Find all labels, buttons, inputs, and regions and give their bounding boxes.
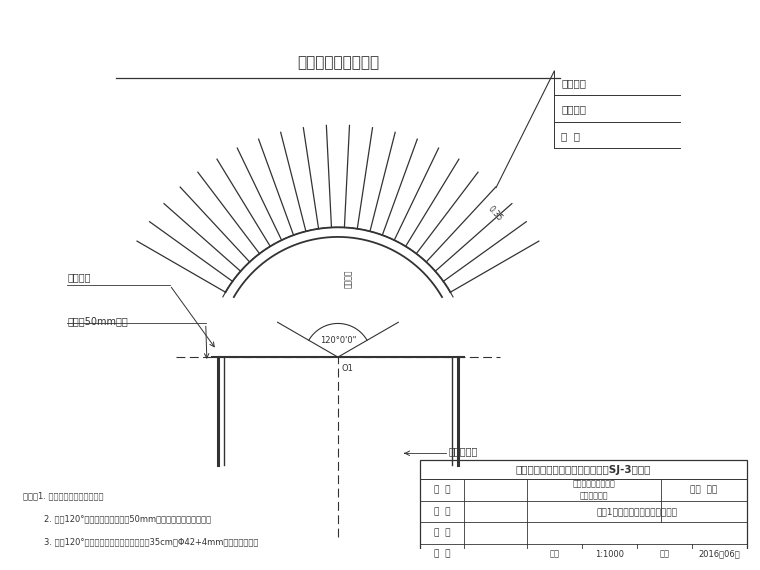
Text: 2. 拱部120°范围内工字钔割直径50mm圆孔，便于钔花管穿入。: 2. 拱部120°范围内工字钔割直径50mm圆孔，便于钔花管穿入。 xyxy=(23,515,211,524)
Text: 1:1000: 1:1000 xyxy=(594,550,624,559)
Text: 王溪至临沧高速公路
进场道路工程: 王溪至临沧高速公路 进场道路工程 xyxy=(572,479,616,500)
Text: 比例: 比例 xyxy=(549,550,559,559)
Text: 噴混凝土: 噴混凝土 xyxy=(562,104,587,115)
Text: 2016年06月: 2016年06月 xyxy=(698,550,740,559)
Text: 0.35: 0.35 xyxy=(486,205,504,223)
Text: 超前支护: 超前支护 xyxy=(344,270,353,288)
Text: O1: O1 xyxy=(341,364,353,373)
Text: 3. 拱部120°范围内设置超前小导管，间距35cm；Φ42+4mm热轧无缝钔管。: 3. 拱部120°范围内设置超前小导管，间距35cm；Φ42+4mm热轧无缝钔管… xyxy=(23,538,258,547)
Text: 日期: 日期 xyxy=(659,550,669,559)
Text: 批  准: 批 准 xyxy=(434,550,450,559)
Text: 支洞超前支护设计图: 支洞超前支护设计图 xyxy=(297,55,379,70)
Text: 割直径50mm圆孔: 割直径50mm圆孔 xyxy=(68,316,128,326)
Text: 说明：1. 本图标注尺寸均已米计。: 说明：1. 本图标注尺寸均已米计。 xyxy=(23,492,103,500)
Text: 120°0'0": 120°0'0" xyxy=(320,336,356,345)
Text: 施工  部分: 施工 部分 xyxy=(690,486,717,494)
Text: 钒架中心线: 钒架中心线 xyxy=(448,446,478,456)
Text: 绘  图: 绘 图 xyxy=(434,507,450,516)
Text: 审  核: 审 核 xyxy=(434,528,450,538)
Text: 钔  架: 钔 架 xyxy=(562,131,581,141)
Text: 超前支护: 超前支护 xyxy=(68,272,91,283)
Text: 中国铁建中铁十八局集团玉临高速SJ-3项目部: 中国铁建中铁十八局集团玉临高速SJ-3项目部 xyxy=(515,465,651,475)
Text: 超前支护: 超前支护 xyxy=(562,78,587,88)
Text: 测  量: 测 量 xyxy=(434,486,450,494)
Text: 文新1号隙道支洞超前支护设计图: 文新1号隙道支洞超前支护设计图 xyxy=(596,507,677,516)
